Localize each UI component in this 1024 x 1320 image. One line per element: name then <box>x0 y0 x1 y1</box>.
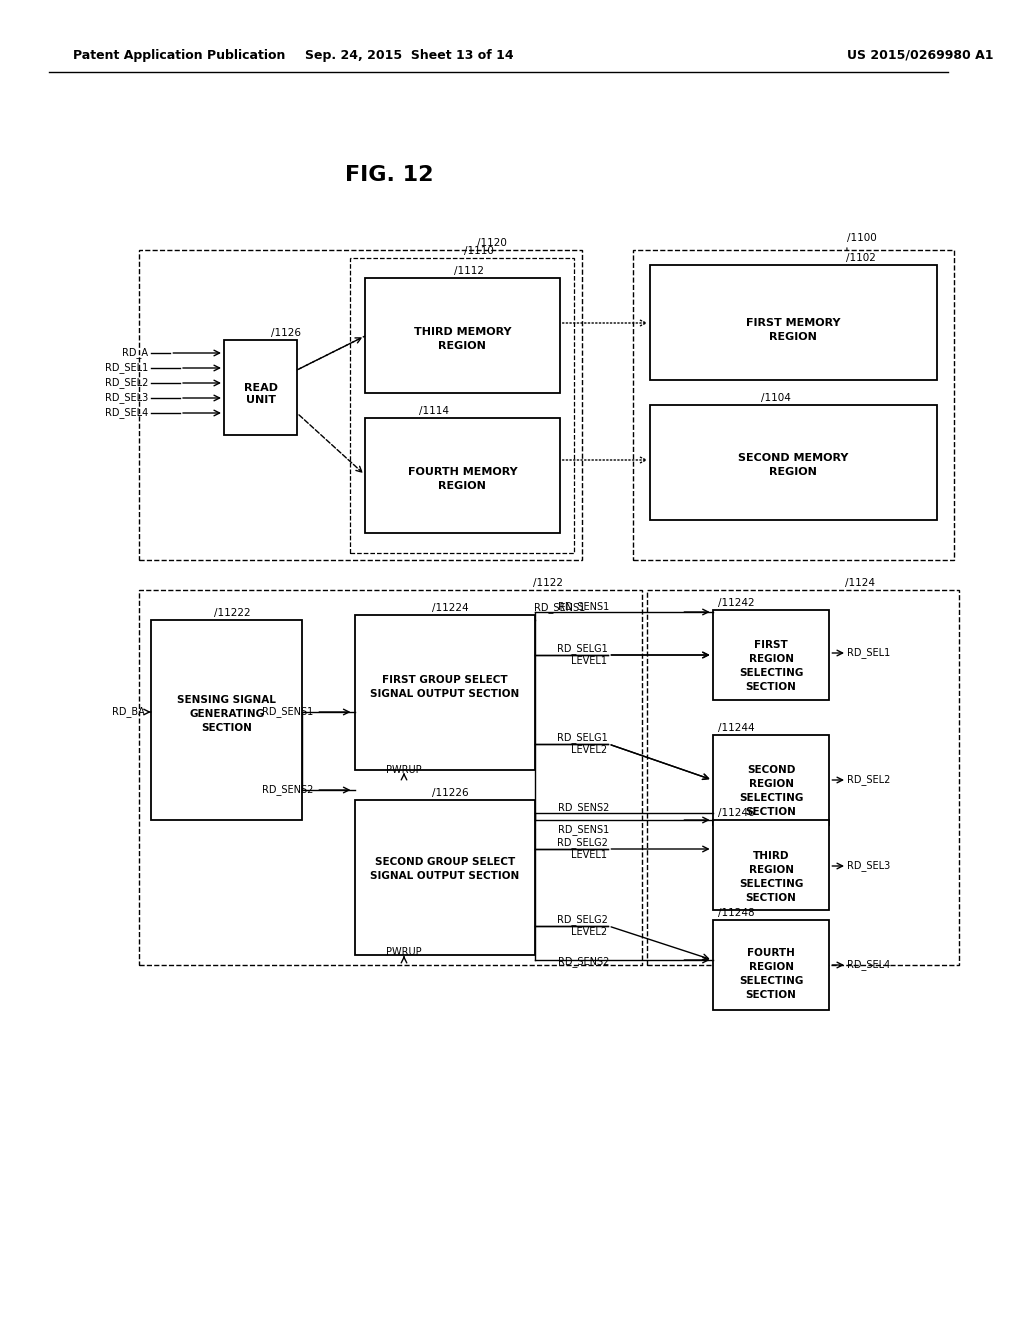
Text: SENSING SIGNAL: SENSING SIGNAL <box>177 696 276 705</box>
Text: REGION: REGION <box>769 333 817 342</box>
Text: SECTION: SECTION <box>202 723 252 733</box>
Text: SELECTING: SELECTING <box>738 879 803 888</box>
Text: REGION: REGION <box>769 467 817 477</box>
Text: REGION: REGION <box>749 779 794 789</box>
Text: SECTION: SECTION <box>745 807 797 817</box>
Bar <box>151 620 302 820</box>
Text: Patent Application Publication: Patent Application Publication <box>73 49 286 62</box>
Text: /1104: /1104 <box>761 393 792 403</box>
Text: THIRD: THIRD <box>753 851 790 861</box>
Text: FIG. 12: FIG. 12 <box>345 165 433 185</box>
Text: REGION: REGION <box>749 962 794 972</box>
Text: PWRUP: PWRUP <box>386 946 422 957</box>
Text: GENERATING: GENERATING <box>189 709 264 719</box>
Text: SECOND MEMORY: SECOND MEMORY <box>738 453 849 463</box>
Bar <box>366 418 560 533</box>
Text: RD_SELG2: RD_SELG2 <box>557 915 607 925</box>
Text: READ: READ <box>244 383 278 393</box>
Text: REGION: REGION <box>438 480 486 491</box>
Text: /1102: /1102 <box>846 253 876 263</box>
Bar <box>650 265 937 380</box>
Text: /1112: /1112 <box>454 267 483 276</box>
Text: LEVEL1: LEVEL1 <box>571 656 607 667</box>
Text: FIRST MEMORY: FIRST MEMORY <box>746 318 841 327</box>
Text: /11222: /11222 <box>214 609 251 618</box>
Text: /1110: /1110 <box>464 246 495 256</box>
Text: FOURTH MEMORY: FOURTH MEMORY <box>408 467 517 477</box>
Text: SECTION: SECTION <box>745 990 797 1001</box>
Text: RD_SELG1: RD_SELG1 <box>557 644 607 655</box>
Text: RD_BA: RD_BA <box>113 706 145 718</box>
Text: RD_SENS2: RD_SENS2 <box>558 957 609 968</box>
Text: /1120: /1120 <box>477 238 507 248</box>
Bar <box>139 249 583 560</box>
Text: LEVEL2: LEVEL2 <box>571 744 607 755</box>
Text: REGION: REGION <box>749 653 794 664</box>
Text: /1122: /1122 <box>534 578 563 587</box>
Text: SECTION: SECTION <box>745 682 797 692</box>
Text: THIRD MEMORY: THIRD MEMORY <box>414 327 511 337</box>
Text: REGION: REGION <box>749 865 794 875</box>
Text: UNIT: UNIT <box>246 395 275 405</box>
Bar <box>713 610 829 700</box>
Bar <box>647 590 958 965</box>
Text: /1100: /1100 <box>847 234 877 243</box>
Bar <box>633 249 954 560</box>
Text: SECTION: SECTION <box>745 894 797 903</box>
Text: RD_SENS1: RD_SENS1 <box>558 825 609 836</box>
Text: RD_SELG1: RD_SELG1 <box>557 733 607 743</box>
Text: RD_SENS1: RD_SENS1 <box>262 706 313 718</box>
Text: Sep. 24, 2015  Sheet 13 of 14: Sep. 24, 2015 Sheet 13 of 14 <box>304 49 513 62</box>
Text: RD_SEL2: RD_SEL2 <box>847 775 890 785</box>
Text: PWRUP: PWRUP <box>386 766 422 775</box>
Bar <box>224 341 297 436</box>
Text: RD_SEL2: RD_SEL2 <box>104 378 148 388</box>
Text: FIRST GROUP SELECT: FIRST GROUP SELECT <box>382 675 508 685</box>
Text: /11246: /11246 <box>719 808 755 818</box>
Text: LEVEL2: LEVEL2 <box>571 927 607 937</box>
Text: RD_SEL3: RD_SEL3 <box>847 861 890 871</box>
Text: RD_SEL4: RD_SEL4 <box>847 960 890 970</box>
Bar <box>366 279 560 393</box>
Text: SIGNAL OUTPUT SECTION: SIGNAL OUTPUT SECTION <box>371 689 519 700</box>
Bar <box>713 820 829 909</box>
Text: /11248: /11248 <box>719 908 755 917</box>
Text: /11244: /11244 <box>719 723 755 733</box>
Text: FOURTH: FOURTH <box>748 948 795 958</box>
Text: /1114: /1114 <box>419 407 449 416</box>
Text: /1124: /1124 <box>845 578 874 587</box>
Text: /11242: /11242 <box>719 598 755 609</box>
Text: SELECTING: SELECTING <box>738 793 803 803</box>
Text: SIGNAL OUTPUT SECTION: SIGNAL OUTPUT SECTION <box>371 871 519 880</box>
Bar <box>139 590 641 965</box>
Text: SELECTING: SELECTING <box>738 668 803 678</box>
Text: LEVEL1: LEVEL1 <box>571 850 607 861</box>
Bar <box>355 800 536 954</box>
Text: /11224: /11224 <box>432 603 469 612</box>
Text: RD_SEL3: RD_SEL3 <box>104 392 148 404</box>
Bar <box>713 735 829 825</box>
Bar <box>355 615 536 770</box>
Text: RD_SENS2: RD_SENS2 <box>558 803 609 813</box>
Text: RD_A: RD_A <box>122 347 148 359</box>
Text: REGION: REGION <box>438 341 486 351</box>
Text: /1126: /1126 <box>270 327 301 338</box>
Text: RD_SELG2: RD_SELG2 <box>557 838 607 849</box>
Text: RD_SENS1: RD_SENS1 <box>535 602 586 614</box>
Text: RD_SENS1: RD_SENS1 <box>558 602 609 612</box>
Text: RD_SEL1: RD_SEL1 <box>104 363 148 374</box>
Text: RD_SEL1: RD_SEL1 <box>847 648 890 659</box>
Text: SECOND GROUP SELECT: SECOND GROUP SELECT <box>375 857 515 867</box>
Bar <box>713 920 829 1010</box>
Text: RD_SENS2: RD_SENS2 <box>262 784 313 796</box>
Text: US 2015/0269980 A1: US 2015/0269980 A1 <box>847 49 993 62</box>
Text: SELECTING: SELECTING <box>738 975 803 986</box>
Text: RD_SEL4: RD_SEL4 <box>104 408 148 418</box>
Text: SECOND: SECOND <box>746 766 796 775</box>
Text: /11226: /11226 <box>432 788 469 799</box>
Bar <box>650 405 937 520</box>
Text: FIRST: FIRST <box>754 640 787 649</box>
Bar <box>350 257 574 553</box>
